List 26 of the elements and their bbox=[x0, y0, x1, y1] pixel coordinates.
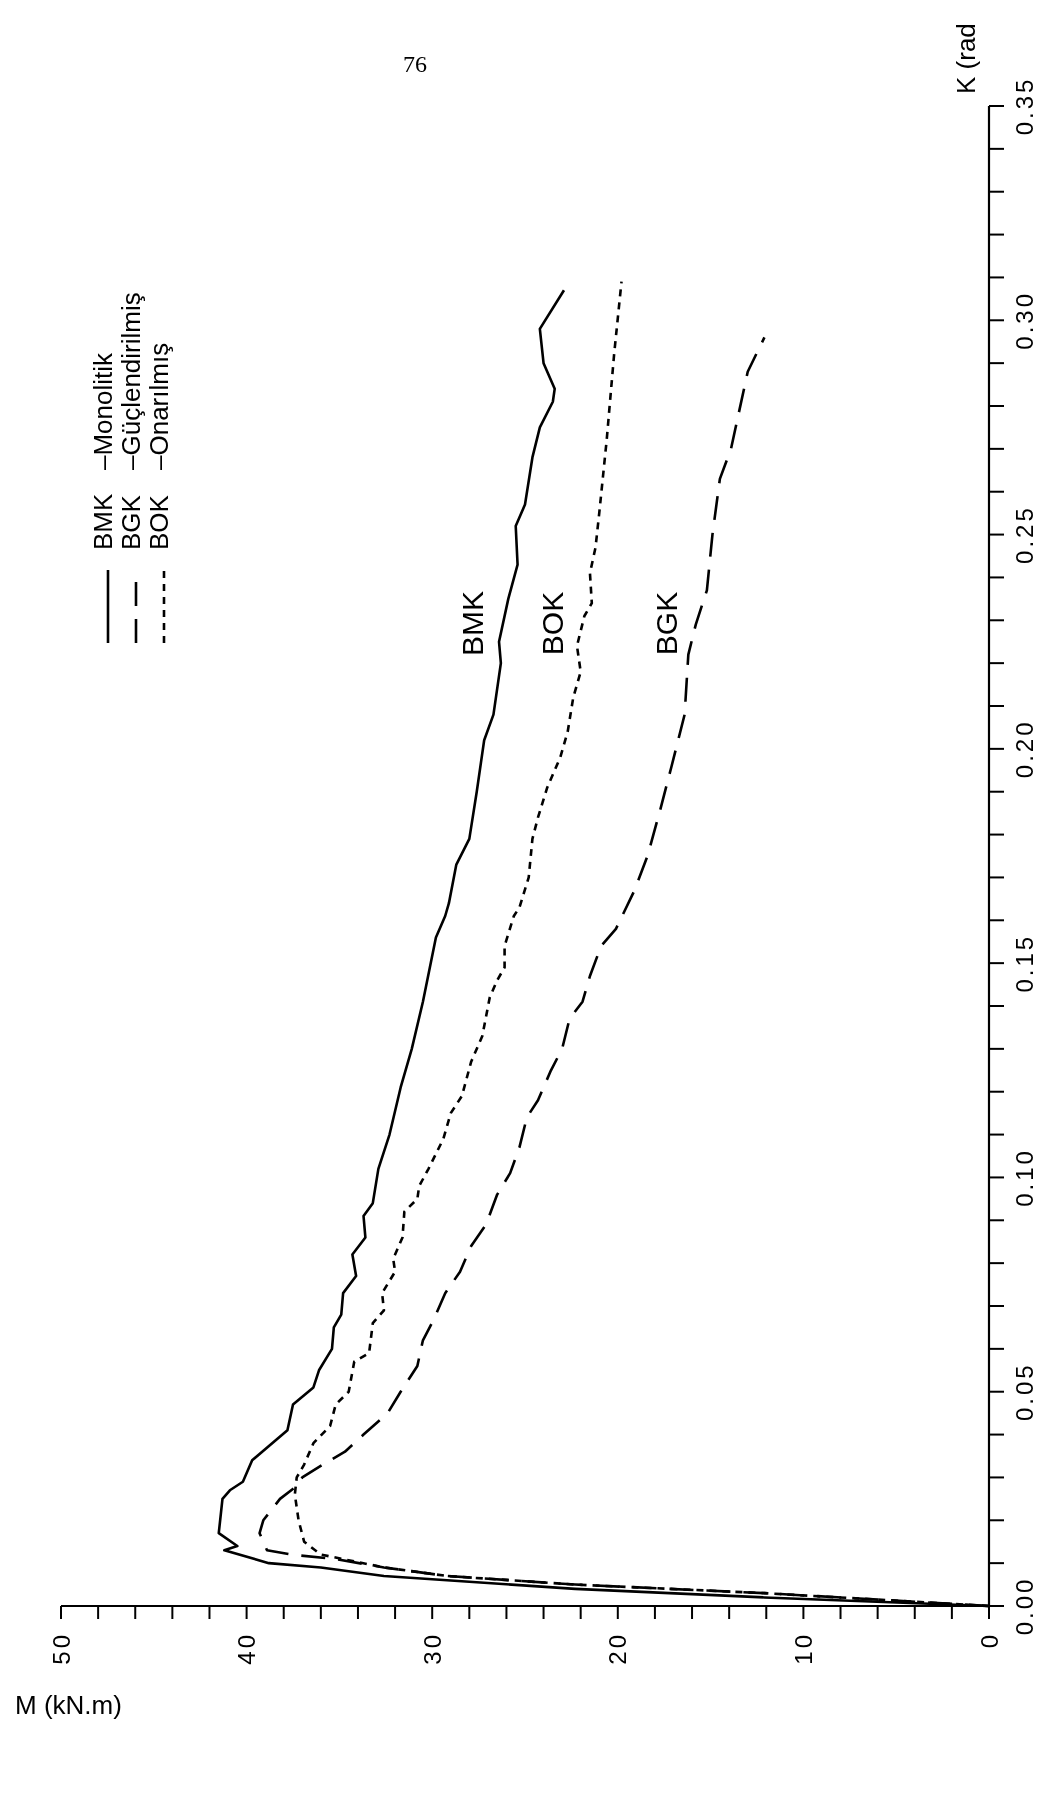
text: BGK bbox=[649, 591, 683, 656]
y-tick-label: 0.25 bbox=[1011, 505, 1038, 564]
y-tick-label: 0.30 bbox=[1011, 290, 1038, 350]
text: BOK bbox=[536, 591, 570, 656]
annotation: –Monolitik bbox=[88, 351, 118, 470]
y-tick-label: 0.15 bbox=[1011, 933, 1038, 993]
y-tick-label: 0.20 bbox=[1011, 719, 1038, 779]
annotation: –Güçlendirilmiş bbox=[116, 292, 146, 470]
text: BGK bbox=[116, 495, 146, 550]
y-tick-label: 0.00 bbox=[1011, 1576, 1038, 1636]
text: 76 bbox=[403, 51, 427, 77]
x-tick-label: 50 bbox=[47, 1632, 75, 1665]
x-axis-title: M (kN.m) bbox=[15, 1690, 122, 1720]
y-tick-label: 0.35 bbox=[1011, 76, 1038, 136]
y-tick-label: 0.10 bbox=[1011, 1148, 1038, 1207]
text: BMK bbox=[456, 590, 490, 657]
x-tick-label: 40 bbox=[233, 1632, 261, 1665]
text: BMK bbox=[88, 493, 118, 550]
x-tick-label: 0 bbox=[975, 1632, 1003, 1649]
x-tick-label: 30 bbox=[418, 1632, 446, 1665]
y-axis-title: K (rad bbox=[951, 23, 981, 94]
y-tick-label: 0.05 bbox=[1011, 1362, 1038, 1422]
x-tick-label: 10 bbox=[789, 1632, 817, 1665]
annotation: –Onarılmış bbox=[144, 342, 174, 470]
text: BOK bbox=[144, 495, 174, 550]
x-tick-label: 20 bbox=[604, 1632, 632, 1665]
